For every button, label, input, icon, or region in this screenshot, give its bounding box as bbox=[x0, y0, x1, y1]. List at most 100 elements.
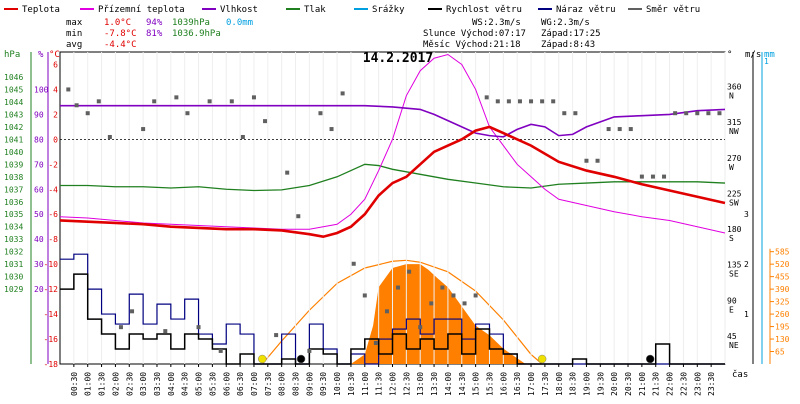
stats-block: max 1.0°C 94% 1039hPa 0.0mm min -7.8°C 8… bbox=[66, 18, 601, 50]
stat-min-press: 1036.9hPa bbox=[172, 29, 221, 39]
tick-hpa-3: 1043 bbox=[4, 110, 23, 119]
tick-x-13: 07:00 bbox=[250, 372, 259, 396]
axis-title-hpa: hPa bbox=[4, 50, 20, 60]
stat-moon-rise: Měsíc Východ:21:18 bbox=[423, 40, 521, 50]
tick-pct-4: 60 bbox=[34, 185, 44, 194]
tick-x-21: 11:00 bbox=[361, 372, 370, 396]
wind-dir-point-9 bbox=[163, 329, 168, 334]
wind-dir-point-49 bbox=[606, 127, 611, 132]
sun-moon-markers bbox=[258, 354, 655, 364]
stat-max-hum: 94% bbox=[146, 18, 163, 28]
series-layer bbox=[59, 53, 726, 365]
tick-hpa-5: 1041 bbox=[4, 135, 23, 144]
stat-moon-set: Západ:8:43 bbox=[541, 40, 595, 50]
wind-dir-point-6 bbox=[130, 309, 135, 314]
wind-dir-point-4 bbox=[107, 134, 112, 139]
tick-dir-0: 360 bbox=[727, 82, 742, 91]
tick-x-17: 09:00 bbox=[305, 372, 314, 396]
wind-dir-point-55 bbox=[673, 111, 678, 116]
wind-dir-point-37 bbox=[473, 293, 478, 298]
tick-dir-5: 135 bbox=[727, 261, 742, 270]
tick-x-44: 22:30 bbox=[679, 372, 688, 396]
tick-x-19: 10:00 bbox=[333, 372, 342, 396]
axis-title-mm: mm bbox=[764, 50, 775, 60]
wind-dir-point-38 bbox=[484, 95, 489, 100]
tick-degc-7: -8 bbox=[48, 235, 58, 244]
tick-degc-12: -18 bbox=[44, 360, 59, 369]
legend-label-4: Srážky bbox=[372, 5, 405, 15]
wind-dir-point-5 bbox=[118, 325, 123, 330]
tick-degc-11: -16 bbox=[44, 335, 59, 344]
tick-x-16: 08:30 bbox=[292, 372, 301, 396]
tick-dir-label-5: SE bbox=[729, 270, 739, 279]
legend-label-6: Náraz větru bbox=[556, 5, 616, 15]
wind-dir-point-18 bbox=[263, 119, 268, 124]
tick-x-28: 14:30 bbox=[458, 372, 467, 396]
wind-dir-point-15 bbox=[229, 99, 234, 104]
tick-hpa-8: 1038 bbox=[4, 173, 23, 182]
wind-dir-point-57 bbox=[695, 111, 700, 116]
tick-dir-4: 180 bbox=[727, 225, 742, 234]
tick-dir-label-4: S bbox=[729, 234, 734, 243]
tick-dir-1: 315 bbox=[727, 118, 742, 127]
wind-dir-point-33 bbox=[429, 301, 434, 306]
tick-wm2-2: 455 bbox=[775, 273, 790, 282]
tick-x-30: 15:30 bbox=[485, 372, 494, 396]
wind-dir-point-52 bbox=[639, 174, 644, 179]
tick-hpa-2: 1044 bbox=[4, 98, 23, 107]
tick-degc-8: -10 bbox=[44, 260, 59, 269]
wind-dir-point-59 bbox=[717, 111, 722, 116]
wind-dir-point-7 bbox=[141, 127, 146, 132]
wind-dir-point-41 bbox=[517, 99, 522, 104]
tick-x-39: 20:00 bbox=[610, 372, 619, 396]
tick-x-37: 19:00 bbox=[582, 372, 591, 396]
marker-1 bbox=[537, 354, 547, 364]
legend-label-5: Rychlost větru bbox=[446, 5, 522, 15]
wind-dir-point-10 bbox=[174, 95, 179, 100]
wind-dir-point-11 bbox=[185, 111, 190, 116]
wind-dir-point-8 bbox=[152, 99, 157, 104]
series-vlhkost bbox=[60, 104, 726, 138]
tick-wm2-5: 260 bbox=[775, 310, 790, 319]
stat-min-temp: -7.8°C bbox=[104, 29, 137, 39]
tick-dir-label-7: NE bbox=[729, 341, 739, 350]
tick-hpa-1: 1045 bbox=[4, 85, 23, 94]
legend: Teplota Přízemní teplota Vlhkost Tlak Srážky… bbox=[4, 5, 700, 15]
tick-x-4: 02:30 bbox=[125, 372, 134, 396]
wind-dir-point-27 bbox=[362, 293, 367, 298]
legend-label-1: Přízemní teplota bbox=[98, 5, 185, 15]
tick-hpa-13: 1033 bbox=[4, 235, 23, 244]
wind-dir-point-12 bbox=[196, 325, 201, 330]
wind-dir-point-2 bbox=[85, 111, 90, 116]
tick-x-8: 04:30 bbox=[181, 372, 190, 396]
tick-ms-2: 1 bbox=[744, 310, 749, 319]
wind-dir-point-16 bbox=[240, 134, 245, 139]
wind-dir-point-30 bbox=[396, 285, 401, 290]
marker-2 bbox=[296, 354, 306, 364]
wind-dir-point-26 bbox=[351, 261, 356, 266]
stat-min-label: min bbox=[66, 29, 82, 39]
tick-degc-2: 2 bbox=[53, 110, 58, 119]
chart-title: 14.2.2017 bbox=[363, 51, 433, 66]
wind-dir-point-14 bbox=[218, 348, 223, 353]
series-tlak bbox=[60, 163, 726, 192]
axis-title-pct: % bbox=[38, 50, 44, 60]
wind-dir-point-36 bbox=[462, 301, 467, 306]
wind-dir-point-31 bbox=[407, 269, 412, 274]
legend-label-2: Vlhkost bbox=[220, 5, 258, 15]
axis-title-dir: ° bbox=[727, 50, 732, 60]
wind-dir-point-17 bbox=[251, 95, 256, 100]
tick-x-5: 03:00 bbox=[139, 372, 148, 396]
tick-x-33: 17:00 bbox=[527, 372, 536, 396]
tick-hpa-7: 1039 bbox=[4, 160, 23, 169]
tick-pct-5: 50 bbox=[34, 210, 44, 219]
tick-x-11: 06:00 bbox=[222, 372, 231, 396]
wind-dir-point-21 bbox=[296, 214, 301, 219]
tick-wm2-1: 520 bbox=[775, 260, 790, 269]
tick-x-38: 19:30 bbox=[596, 372, 605, 396]
wind-dir-point-0 bbox=[66, 87, 71, 92]
tick-x-15: 08:00 bbox=[278, 372, 287, 396]
axes: 1046104510441043104210411040103910381037… bbox=[4, 52, 790, 396]
tick-x-43: 22:00 bbox=[666, 372, 675, 396]
